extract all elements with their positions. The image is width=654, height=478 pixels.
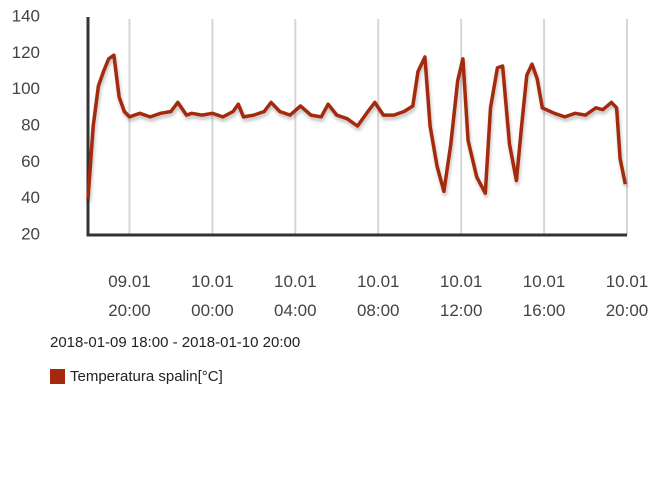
legend-label: Temperatura spalin[°C] (70, 368, 223, 385)
x-tick-label: 10.01 20:00 (606, 272, 649, 320)
subtitle: 2018-01-09 18:00 - 2018-01-10 20:00 (50, 334, 300, 351)
legend-swatch (50, 369, 65, 384)
x-tick-label: 09.01 20:00 (108, 272, 151, 320)
y-tick-label: 80 (21, 115, 40, 134)
x-tick-label: 10.01 16:00 (523, 272, 566, 320)
y-tick-label: 140 (12, 6, 40, 25)
y-tick-label: 120 (12, 43, 40, 62)
y-tick-label: 40 (21, 188, 40, 207)
y-tick-label: 20 (21, 224, 40, 243)
x-tick-label: 10.01 12:00 (440, 272, 483, 320)
x-tick-label: 10.01 08:00 (357, 272, 400, 320)
y-tick-label: 60 (21, 152, 40, 171)
y-tick-label: 100 (12, 79, 40, 98)
data-line (86, 53, 628, 199)
x-tick-label: 10.01 04:00 (274, 272, 317, 320)
x-tick-label: 10.01 00:00 (191, 272, 234, 320)
